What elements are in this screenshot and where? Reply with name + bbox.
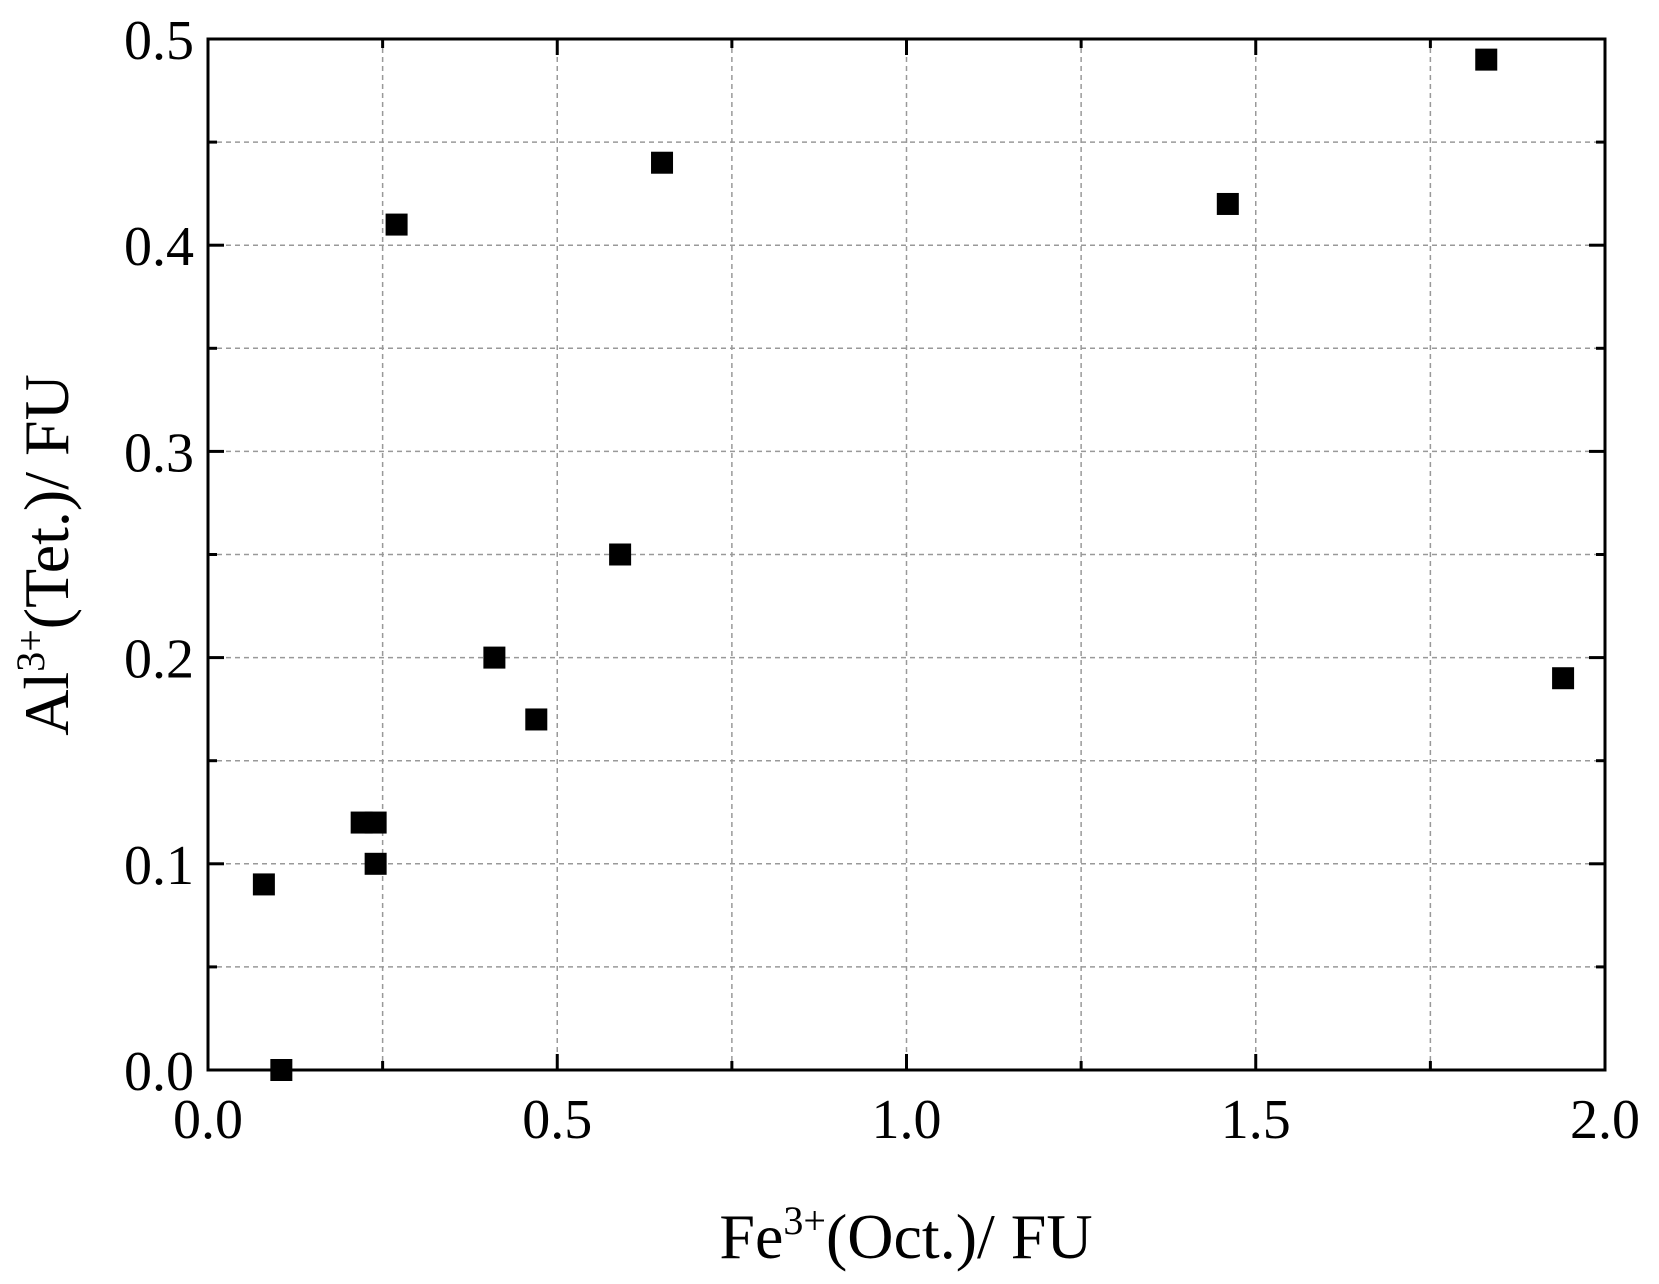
- x-tick-label: 1.0: [872, 1089, 942, 1151]
- plot-frame: [206, 37, 1607, 1072]
- y-tick-label: 0.0: [124, 1041, 194, 1103]
- x-label-base: Fe: [719, 1201, 783, 1272]
- x-label-sup: 3+: [783, 1198, 826, 1243]
- x-tick-label: 1.5: [1221, 1089, 1291, 1151]
- x-tick-label: 0.0: [173, 1089, 243, 1151]
- point: [364, 852, 387, 875]
- y-tick-label: 0.5: [124, 10, 194, 72]
- y-axis-label: Al3+(Tet.)/ FU: [8, 374, 82, 736]
- y-label-sup: 3+: [8, 629, 53, 672]
- x-label-rest: (Oct.)/ FU: [826, 1201, 1093, 1272]
- point: [1552, 667, 1575, 690]
- point: [1216, 192, 1239, 215]
- point: [270, 1059, 293, 1081]
- x-tick-label: 0.5: [522, 1089, 592, 1151]
- point: [364, 811, 387, 834]
- point: [651, 151, 674, 174]
- point: [609, 543, 632, 566]
- point: [385, 213, 408, 236]
- point: [525, 708, 548, 731]
- point: [1475, 48, 1498, 71]
- point: [252, 873, 275, 896]
- y-tick-label: 0.4: [124, 216, 194, 278]
- y-tick-label: 0.3: [124, 422, 194, 484]
- y-label-rest: (Tet.)/ FU: [11, 374, 82, 629]
- x-tick-label: 2.0: [1570, 1089, 1640, 1151]
- y-tick-label: 0.2: [124, 629, 194, 691]
- y-label-base: Al: [11, 672, 82, 736]
- point: [483, 646, 506, 669]
- x-axis-label: Fe3+(Oct.)/ FU: [719, 1198, 1092, 1272]
- y-tick-label: 0.1: [124, 835, 194, 897]
